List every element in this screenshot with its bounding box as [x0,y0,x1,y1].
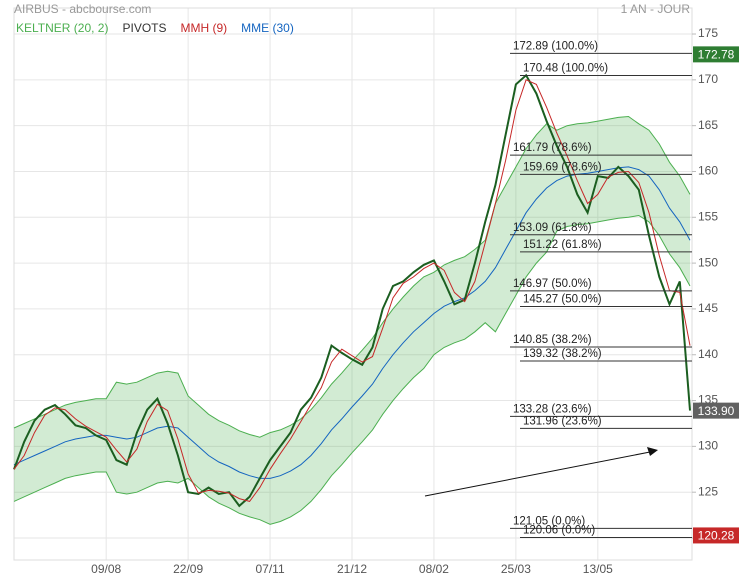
mmh-line [13,79,691,502]
pivot-label: 151.22 (61.8%) [523,239,602,251]
price-badge [693,527,739,544]
pivot-label: 121.05 (0.0%) [513,515,585,527]
price-badge-label: 120.28 [698,529,735,543]
keltner-fill [14,116,690,525]
pivot-label: 153.09 (61.8%) [513,222,592,234]
y-tick-label: 130 [698,439,718,453]
x-tick-label: 09/08 [91,562,121,576]
arrow-head [647,447,658,456]
pivot-label: 145.27 (50.0%) [523,293,602,305]
keltner-lower [13,214,691,525]
price-badge-label: 133.90 [698,404,735,418]
x-tick-label: 25/03 [501,562,531,576]
pivot-label: 139.32 (38.2%) [523,348,602,360]
legend-entry: MME (30) [241,21,294,35]
pivot-label: 161.79 (78.6%) [513,142,592,154]
pivot-label: 131.96 (23.6%) [523,415,602,427]
pivot-label: 140.85 (38.2%) [513,334,592,346]
y-tick-label: 155 [698,209,718,223]
chart-title: AIRBUS - abcbourse.com [14,2,151,16]
price-badge [693,46,739,63]
keltner-upper [13,115,691,438]
legend-entry: KELTNER (20, 2) [16,21,108,35]
period: 1 AN - JOUR [621,2,691,16]
pivot-label: 133.28 (23.6%) [513,403,592,415]
legend-entry: MMH (9) [181,21,228,35]
pivot-label: 146.97 (50.0%) [513,278,592,290]
legend-entry: PIVOTS [122,21,166,35]
trend-arrow [424,451,651,497]
price-line [13,73,691,508]
x-tick-label: 22/09 [173,562,203,576]
pivot-label: 172.89 (100.0%) [513,40,598,52]
x-tick-label: 07/11 [255,562,284,576]
y-tick-label: 140 [698,347,718,361]
x-tick-label: 21/12 [337,562,367,576]
y-tick-label: 165 [698,118,718,132]
pivot-label: 120.06 (0.0%) [523,524,595,536]
x-tick-label: 08/02 [419,562,449,576]
pivot-label: 170.48 (100.0%) [523,62,608,74]
y-tick-label: 160 [698,164,718,178]
pivot-label: 159.69 (78.6%) [523,161,602,173]
y-tick-label: 170 [698,72,718,86]
y-tick-label: 150 [698,255,718,269]
price-badge-label: 172.78 [698,48,735,62]
y-tick-label: 125 [698,484,718,498]
y-tick-label: 175 [698,26,718,40]
x-tick-label: 13/05 [583,562,613,576]
y-tick-label: 145 [698,301,718,315]
plot-frame [13,7,693,561]
price-badge [693,402,739,419]
